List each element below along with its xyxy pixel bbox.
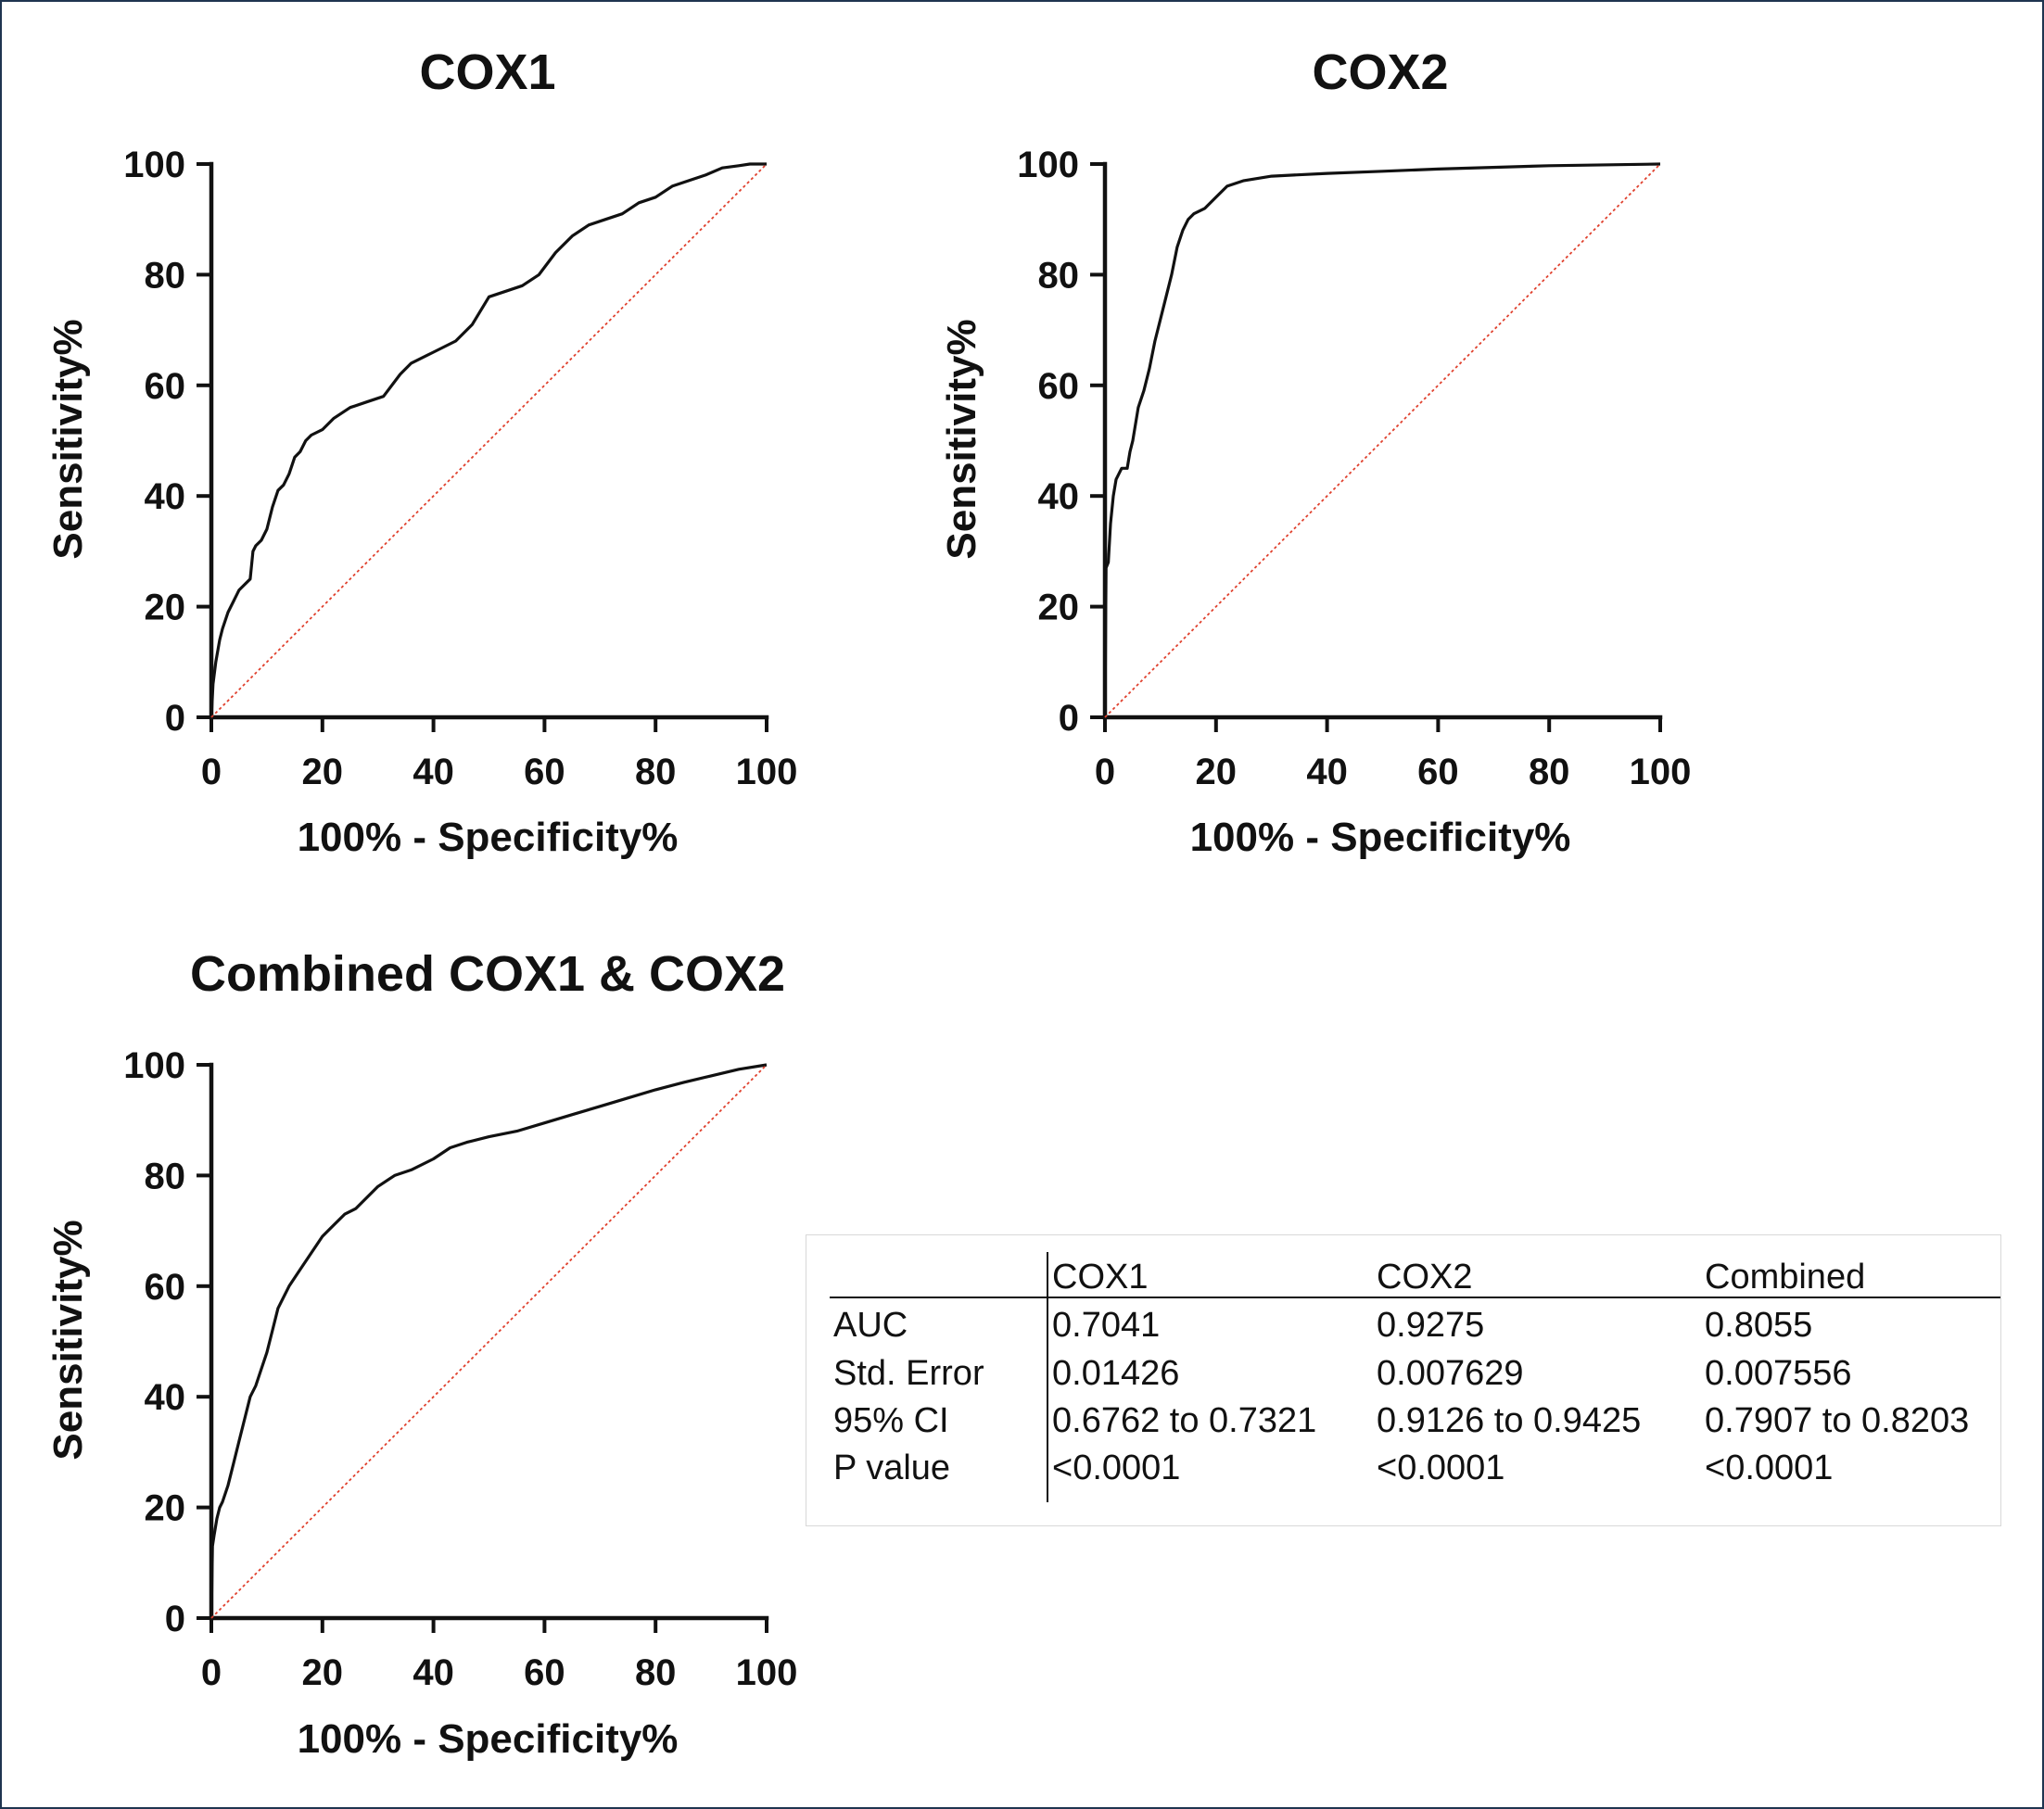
x-tick-label: 100	[1630, 752, 1692, 792]
header-cox1: COX1	[1052, 1258, 1149, 1297]
cell-p-value-cox2: <0.0001	[1377, 1448, 1505, 1487]
cell-std-error-combined: 0.007556	[1705, 1354, 1852, 1393]
row-label-auc: AUC	[833, 1306, 908, 1345]
y-tick-label: 40	[145, 1377, 186, 1418]
x-axis-label: 100% - Specificity%	[298, 815, 679, 860]
x-tick-label: 100	[736, 1652, 798, 1693]
cell-auc-combined: 0.8055	[1705, 1306, 1813, 1345]
y-tick-label: 80	[145, 255, 186, 296]
cell-p-value-cox1: <0.0001	[1052, 1448, 1181, 1487]
cell-std-error-cox1: 0.01426	[1052, 1354, 1180, 1393]
cell-auc-cox2: 0.9275	[1377, 1306, 1485, 1345]
reference-line	[210, 163, 768, 718]
x-tick-label: 60	[524, 1652, 565, 1693]
y-tick-label: 20	[1038, 588, 1080, 628]
y-tick-label: 80	[145, 1156, 186, 1196]
cox2-roc-panel: COX2 100% - Specificity% Sensitivity% 0 2…	[939, 44, 1691, 860]
header-combined: Combined	[1705, 1258, 1866, 1297]
row-label-std-error: Std. Error	[833, 1354, 984, 1393]
header-rule	[830, 1297, 2000, 1298]
row-label-p-value: P value	[833, 1448, 951, 1487]
y-tick-label: 0	[165, 1599, 185, 1639]
plot-area: 0 20 40 60 80 100 0 20 40 60 80 100	[123, 1045, 797, 1693]
x-tick-label: 80	[635, 1652, 677, 1693]
y-axis-label: Sensitivity%	[45, 1220, 91, 1460]
y-tick-label: 0	[1059, 698, 1079, 739]
cell-ci-cox1: 0.6762 to 0.7321	[1052, 1401, 1317, 1440]
x-axis-label: 100% - Specificity%	[1190, 815, 1571, 860]
y-tick-label: 40	[1038, 476, 1080, 517]
cell-ci-combined: 0.7907 to 0.8203	[1705, 1401, 1970, 1440]
chart-title: COX2	[1312, 44, 1448, 100]
y-axis-label: Sensitivity%	[45, 319, 91, 559]
plot-area: 0 20 40 60 80 100 0 20 40 60 80 100	[1017, 145, 1691, 792]
cox1-roc-panel: COX1 100% - Specificity% Sensitivity% 0 2…	[45, 44, 797, 860]
header-cox2: COX2	[1377, 1258, 1473, 1297]
x-tick-label: 0	[201, 752, 222, 792]
cell-p-value-combined: <0.0001	[1705, 1448, 1834, 1487]
column-rule	[1047, 1252, 1048, 1502]
x-tick-label: 100	[736, 752, 798, 792]
y-tick-label: 60	[145, 1267, 186, 1308]
y-tick-label: 100	[123, 145, 185, 185]
y-tick-label: 40	[145, 476, 186, 517]
reference-line	[1104, 163, 1661, 718]
cell-ci-cox2: 0.9126 to 0.9425	[1377, 1401, 1642, 1440]
y-tick-label: 100	[1017, 145, 1079, 185]
auc-statistics-table: COX1 COX2 Combined AUC 0.7041 0.9275 0.8…	[806, 1234, 2001, 1526]
y-tick-label: 60	[145, 366, 186, 407]
row-label-ci: 95% CI	[833, 1401, 949, 1440]
x-tick-label: 20	[302, 1652, 344, 1693]
x-axis-label: 100% - Specificity%	[298, 1716, 679, 1762]
y-tick-label: 20	[145, 588, 186, 628]
y-tick-label: 20	[145, 1488, 186, 1529]
reference-line	[210, 1064, 768, 1619]
x-tick-label: 40	[413, 752, 454, 792]
plot-area: 0 20 40 60 80 100 0 20 40 60 80 100	[123, 145, 797, 792]
x-tick-label: 60	[524, 752, 565, 792]
x-tick-label: 40	[1306, 752, 1348, 792]
roc-curve	[209, 1063, 768, 1619]
y-tick-label: 0	[165, 698, 185, 739]
y-tick-label: 80	[1038, 255, 1080, 296]
x-tick-label: 80	[635, 752, 677, 792]
cell-auc-cox1: 0.7041	[1052, 1306, 1161, 1345]
y-axis-label: Sensitivity%	[939, 319, 984, 559]
roc-curve	[1103, 162, 1661, 718]
x-tick-label: 20	[302, 752, 344, 792]
chart-title: Combined COX1 & COX2	[190, 946, 785, 1002]
combined-roc-panel: Combined COX1 & COX2 100% - Specificity%…	[45, 946, 797, 1762]
x-tick-label: 80	[1529, 752, 1570, 792]
x-tick-label: 0	[201, 1652, 222, 1693]
x-tick-label: 20	[1196, 752, 1238, 792]
x-tick-label: 40	[413, 1652, 454, 1693]
x-tick-label: 60	[1417, 752, 1459, 792]
chart-title: COX1	[419, 44, 555, 100]
x-tick-label: 0	[1095, 752, 1115, 792]
roc-curve	[209, 162, 767, 718]
y-tick-label: 100	[123, 1045, 185, 1086]
cell-std-error-cox2: 0.007629	[1377, 1354, 1524, 1393]
y-tick-label: 60	[1038, 366, 1080, 407]
